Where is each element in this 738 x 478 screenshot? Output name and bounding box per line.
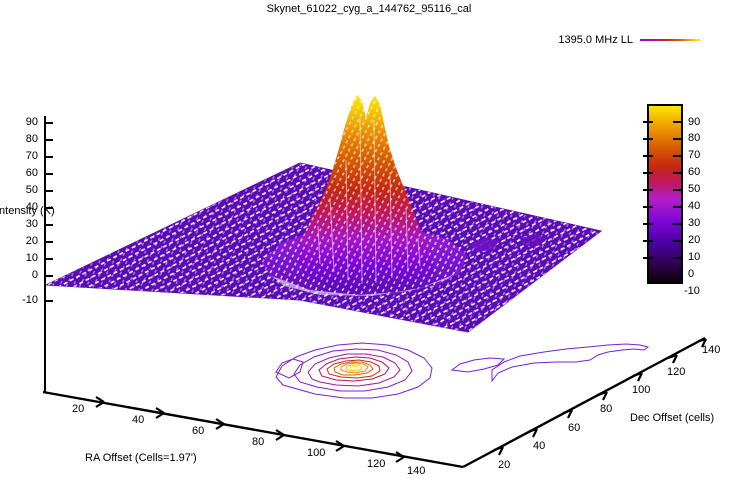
z-tick-70: [44, 156, 53, 158]
colorbar: 90 80 70 60 50 40 30 20 10 0 -10: [640, 100, 738, 297]
surface-minor-features: [470, 234, 548, 252]
colorbar-label-30: 30: [688, 217, 701, 229]
colorbar-label-10: 10: [688, 251, 701, 263]
x-axis-ticks: [95, 396, 405, 463]
y-label-100: 100: [632, 384, 651, 396]
colorbar-label-minus10: -10: [684, 285, 700, 297]
x-label-80: 80: [252, 436, 265, 448]
y-axis-ticks: [493, 337, 707, 456]
colorbar-label-50: 50: [688, 183, 701, 195]
colorbar-tick-50-right: [673, 172, 683, 174]
x-label-20: 20: [72, 403, 85, 415]
x-axis-title: RA Offset (Cells=1.97'): [85, 452, 197, 464]
z-tick-80: [44, 139, 53, 141]
colorbar-tick-80-right: [673, 121, 683, 123]
colorbar-tick-40-left: [643, 189, 653, 191]
y-label-60: 60: [568, 422, 581, 434]
z-label-0: 0: [31, 269, 38, 281]
z-label-70: 70: [25, 150, 38, 162]
y-label-140: 140: [702, 344, 721, 356]
x-axis-line: [42, 390, 464, 469]
x-label-120: 120: [367, 458, 386, 470]
z-label-50: 50: [25, 184, 38, 196]
y-axis-line: [462, 336, 706, 469]
legend-label: 1395.0 MHz LL: [558, 34, 633, 46]
colorbar-tick-10-right: [673, 240, 683, 242]
colorbar-tick-0-right: [673, 257, 683, 259]
colorbar-tick-20-right: [673, 223, 683, 225]
colorbar-tick-10-left: [643, 240, 653, 242]
z-label-90: 90: [25, 116, 38, 128]
colorbar-tick-0-left: [643, 257, 653, 259]
colorbar-tick-30-right: [673, 206, 683, 208]
z-label-minus10: -10: [22, 294, 38, 306]
colorbar-tick-70-right: [673, 138, 683, 140]
legend-gradient-line-icon: [640, 39, 700, 41]
z-label-20: 20: [25, 235, 38, 247]
colorbar-label-70: 70: [688, 149, 701, 161]
z-label-40: 40: [25, 201, 38, 213]
z-label-10: 10: [25, 252, 38, 264]
colorbar-gradient: [647, 104, 683, 284]
z-label-30: 30: [25, 218, 38, 230]
z-label-80: 80: [25, 133, 38, 145]
colorbar-tick-50-left: [643, 172, 653, 174]
y-axis-title: Dec Offset (cells): [630, 412, 715, 424]
y-label-120: 120: [667, 366, 686, 378]
y-label-20: 20: [498, 459, 511, 471]
colorbar-tick-80-left: [643, 121, 653, 123]
x-label-40: 40: [132, 414, 145, 426]
z-tick-10: [44, 258, 53, 260]
colorbar-tick-40-right: [673, 189, 683, 191]
colorbar-label-80: 80: [688, 132, 701, 144]
z-tick-minus10: [44, 300, 53, 302]
colorbar-label-20: 20: [688, 234, 701, 246]
surface-peak: [298, 95, 434, 290]
y-label-40: 40: [533, 440, 546, 452]
z-tick-60: [44, 173, 53, 175]
colorbar-tick-60-left: [643, 155, 653, 157]
z-label-60: 60: [25, 167, 38, 179]
z-tick-20: [44, 241, 53, 243]
legend: 1395.0 MHz LL: [0, 34, 700, 46]
z-tick-40: [44, 207, 53, 209]
z-tick-50: [44, 190, 53, 192]
colorbar-label-40: 40: [688, 200, 701, 212]
colorbar-tick-30-left: [643, 206, 653, 208]
floor-axes: [42, 336, 706, 469]
colorbar-label-0: 0: [688, 268, 695, 280]
y-label-80: 80: [600, 403, 613, 415]
z-axis-line: [44, 116, 46, 392]
x-label-60: 60: [192, 425, 205, 437]
x-label-140: 140: [407, 465, 426, 477]
colorbar-tick-70-left: [643, 138, 653, 140]
floor-contour-map: [275, 342, 650, 399]
colorbar-tick-20-left: [643, 223, 653, 225]
page-title: Skynet_61022_cyg_a_144762_95116_cal: [266, 3, 472, 15]
colorbar-label-60: 60: [688, 166, 701, 178]
z-axis-title: Intensity (K): [0, 205, 55, 217]
z-tick-90: [44, 122, 53, 124]
z-tick-30: [44, 224, 53, 226]
colorbar-tick-60-right: [673, 155, 683, 157]
z-tick-0: [44, 275, 53, 277]
x-label-100: 100: [307, 447, 326, 459]
colorbar-label-90: 90: [688, 116, 701, 128]
